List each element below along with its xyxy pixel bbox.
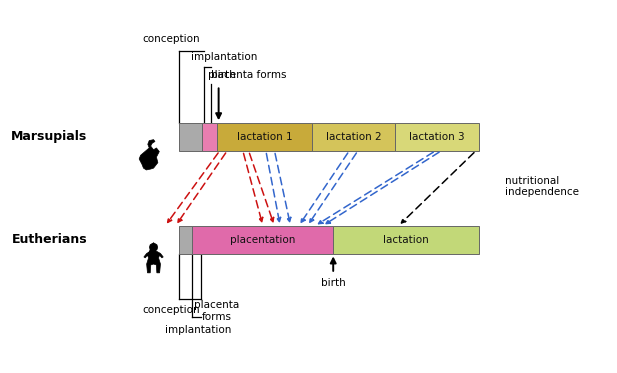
Bar xyxy=(202,123,217,151)
Text: lactation 2: lactation 2 xyxy=(326,132,381,142)
Text: nutritional
independence: nutritional independence xyxy=(505,176,579,197)
Text: placentation: placentation xyxy=(230,235,296,245)
Text: lactation 3: lactation 3 xyxy=(409,132,465,142)
Polygon shape xyxy=(144,243,164,273)
Bar xyxy=(192,226,333,254)
Text: Eutherians: Eutherians xyxy=(12,233,88,246)
Bar xyxy=(312,123,395,151)
Bar xyxy=(217,123,312,151)
Bar xyxy=(180,226,192,254)
Text: conception: conception xyxy=(142,305,200,315)
Bar xyxy=(395,123,479,151)
Text: lactation 1: lactation 1 xyxy=(236,132,292,142)
Text: Marsupials: Marsupials xyxy=(11,131,88,143)
Text: implantation: implantation xyxy=(165,325,231,335)
Text: placenta
forms: placenta forms xyxy=(194,300,239,322)
Text: conception: conception xyxy=(142,34,200,44)
Text: lactation: lactation xyxy=(383,235,429,245)
Text: implantation: implantation xyxy=(191,51,257,62)
Text: birth: birth xyxy=(321,278,346,288)
Bar xyxy=(333,226,479,254)
Polygon shape xyxy=(139,140,159,170)
Text: placenta forms: placenta forms xyxy=(207,70,286,80)
Text: birth: birth xyxy=(211,70,236,80)
Bar xyxy=(180,123,202,151)
